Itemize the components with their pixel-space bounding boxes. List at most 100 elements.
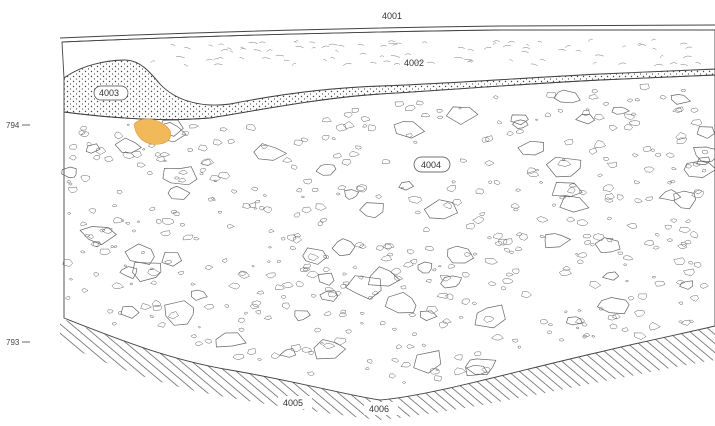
stone-outline bbox=[577, 309, 582, 313]
soil-mark bbox=[240, 48, 247, 50]
stone-outline bbox=[591, 89, 599, 94]
stone-outline bbox=[677, 243, 688, 249]
stone-outline bbox=[119, 266, 138, 280]
soil-mark bbox=[680, 42, 688, 45]
stone-outline bbox=[574, 318, 586, 325]
stone-outline bbox=[375, 245, 384, 251]
stone-outline bbox=[410, 259, 418, 265]
stone-outline bbox=[213, 139, 223, 146]
stone-outline bbox=[484, 258, 498, 265]
stone-outline bbox=[423, 199, 459, 220]
stone-outline bbox=[623, 263, 627, 266]
stone-outline bbox=[254, 200, 261, 204]
stone-outline bbox=[512, 119, 529, 129]
soil-mark bbox=[464, 58, 473, 61]
stone-outline bbox=[459, 316, 464, 319]
stone-outline bbox=[238, 327, 245, 332]
stone-outline bbox=[655, 233, 660, 237]
soil-mark bbox=[328, 43, 338, 46]
stone-outline bbox=[80, 221, 88, 226]
stone-outline bbox=[658, 189, 682, 202]
stone-outline bbox=[512, 338, 519, 343]
stone-outline bbox=[203, 304, 214, 310]
stone-outline bbox=[494, 241, 503, 246]
stone-outline bbox=[547, 322, 554, 326]
stone-outline bbox=[471, 301, 477, 306]
stone-outline bbox=[611, 106, 631, 115]
stone-outline bbox=[493, 180, 501, 186]
soil-mark bbox=[338, 44, 345, 47]
soil-mark bbox=[415, 61, 423, 65]
soil-mark bbox=[588, 38, 593, 42]
stone-outline bbox=[99, 248, 111, 255]
stone-outline bbox=[509, 250, 514, 254]
soil-mark bbox=[492, 40, 501, 42]
stone-outline bbox=[142, 148, 146, 151]
context-label-4003: 4003 bbox=[93, 85, 129, 101]
stone-outline bbox=[594, 237, 621, 254]
stone-outline bbox=[349, 151, 360, 157]
stone-outline bbox=[88, 234, 94, 239]
stone-outline bbox=[673, 190, 696, 210]
soil-mark bbox=[229, 50, 234, 53]
stone-outline bbox=[393, 275, 404, 282]
stone-outline bbox=[92, 241, 102, 248]
soil-mark bbox=[213, 63, 223, 66]
stone-outline bbox=[123, 264, 128, 268]
stone-outline bbox=[679, 280, 694, 290]
stone-outline bbox=[245, 123, 256, 131]
elevation-794: 794 bbox=[6, 121, 30, 130]
soil-mark bbox=[507, 41, 516, 43]
stone-outline bbox=[93, 272, 100, 277]
stone-outline bbox=[576, 219, 589, 227]
stone-outline bbox=[597, 173, 604, 177]
svg-text:4006: 4006 bbox=[369, 404, 389, 414]
stone-outline bbox=[224, 304, 230, 308]
stone-outline bbox=[85, 143, 101, 154]
stone-outline bbox=[575, 253, 579, 256]
stone-outline bbox=[296, 188, 302, 193]
stone-outline bbox=[511, 268, 520, 275]
soil-mark bbox=[595, 54, 604, 57]
stone-outline bbox=[651, 276, 657, 279]
stone-outline bbox=[267, 246, 273, 249]
stone-outline bbox=[292, 233, 302, 238]
stone-outline bbox=[481, 366, 491, 373]
stone-outline bbox=[521, 291, 532, 299]
stone-outline bbox=[267, 260, 271, 263]
stone-outline bbox=[302, 247, 328, 265]
stone-outline bbox=[607, 216, 613, 221]
stone-outline bbox=[551, 203, 557, 207]
stone-outline bbox=[391, 357, 400, 363]
soil-mark bbox=[537, 40, 542, 43]
stone-outline bbox=[380, 255, 393, 262]
soil-mark bbox=[283, 59, 290, 62]
stone-outline bbox=[291, 164, 298, 170]
soil-mark bbox=[275, 54, 285, 57]
stone-outline bbox=[403, 261, 414, 268]
stone-outline bbox=[231, 189, 238, 194]
soil-mark bbox=[695, 62, 702, 65]
stone-outline bbox=[152, 305, 162, 311]
stone-outline bbox=[262, 194, 267, 197]
stone-outline bbox=[420, 310, 438, 321]
soil-mark bbox=[564, 45, 571, 48]
stone-outline bbox=[271, 352, 281, 359]
stone-outline bbox=[701, 150, 709, 155]
stone-outline bbox=[320, 218, 327, 223]
stone-outline bbox=[562, 265, 571, 271]
stone-outline bbox=[204, 338, 213, 344]
stone-outline bbox=[510, 114, 529, 126]
stone-outline bbox=[689, 295, 699, 302]
stone-outline bbox=[405, 104, 416, 111]
stone-outline bbox=[593, 140, 606, 148]
stone-outline bbox=[617, 251, 624, 256]
stone-outline bbox=[681, 319, 691, 326]
stone-outline bbox=[354, 242, 365, 248]
stone-outline bbox=[155, 219, 162, 225]
stone-outline bbox=[540, 318, 549, 325]
stone-outline bbox=[243, 311, 248, 315]
stone-outline bbox=[592, 233, 605, 241]
svg-text:793: 793 bbox=[6, 338, 20, 347]
stone-outline bbox=[690, 119, 703, 126]
